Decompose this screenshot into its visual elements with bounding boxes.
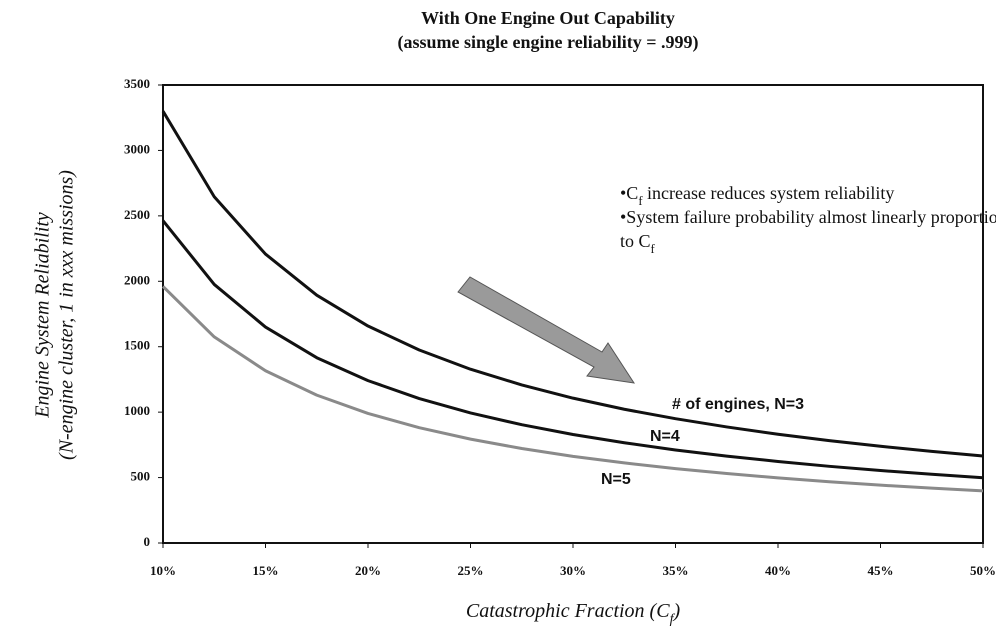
x-axis-label: Catastrophic Fraction (Cf) <box>466 600 681 627</box>
y-tick-label: 0 <box>144 534 151 549</box>
annotation: •System failure probability almost linea… <box>620 207 996 227</box>
y-axis-label: Engine System Reliability <box>32 212 54 419</box>
plot-frame <box>162 84 984 544</box>
x-tick-label: 45% <box>868 563 894 578</box>
x-tick-label: 20% <box>355 563 381 578</box>
text-part: f <box>651 242 656 256</box>
y-tick-label: 1000 <box>124 403 150 418</box>
annotation: •Cf increase reduces system reliability <box>620 183 894 208</box>
annotation: to Cf <box>620 231 656 256</box>
text-part: •System failure probability almost linea… <box>620 207 996 227</box>
text-part: to C <box>620 231 651 251</box>
y-axis-label: (N-engine cluster, 1 in xxx missions) <box>56 170 78 460</box>
series-label: N=4 <box>650 428 680 445</box>
x-tick-label: 25% <box>458 563 484 578</box>
y-tick-label: 3000 <box>124 141 150 156</box>
text-part: f <box>670 612 676 627</box>
x-tick-label: 50% <box>970 563 996 578</box>
x-tick-label: 40% <box>765 563 791 578</box>
series-label: N=5 <box>601 471 631 488</box>
text-part: Catastrophic Fraction (C <box>466 600 670 622</box>
series-label: # of engines, N=3 <box>672 396 804 413</box>
y-tick-label: 500 <box>131 469 151 484</box>
y-tick-label: 1500 <box>124 338 150 353</box>
x-tick-label: 10% <box>150 563 176 578</box>
y-tick-label: 2500 <box>124 207 150 222</box>
chart-title: With One Engine Out Capability <box>421 8 675 28</box>
chart-title: (assume single engine reliability = .999… <box>398 32 699 53</box>
y-tick-label: 2000 <box>124 272 150 287</box>
text-part: ) <box>672 600 680 622</box>
y-tick-label: 3500 <box>124 76 150 91</box>
series-line <box>161 285 984 493</box>
text-part: increase reduces system reliability <box>643 183 895 203</box>
series-line <box>161 110 984 458</box>
x-tick-label: 15% <box>253 563 279 578</box>
text-part: •C <box>620 183 638 203</box>
trend-arrow <box>457 276 636 384</box>
x-tick-label: 30% <box>560 563 586 578</box>
series-line <box>161 219 984 480</box>
x-tick-label: 35% <box>663 563 689 578</box>
text-part: f <box>638 194 643 208</box>
